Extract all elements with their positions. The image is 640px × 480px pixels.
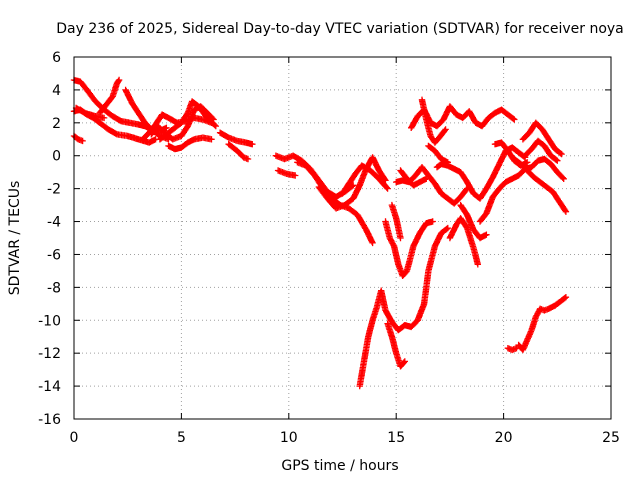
series-markers (397, 167, 430, 189)
series-arc-10 (165, 134, 215, 153)
y-tick-label: -12 (38, 346, 61, 362)
series-markers (274, 167, 299, 179)
series-arc-28 (446, 215, 481, 268)
series-arc-32 (511, 155, 570, 215)
series-markers (446, 215, 481, 268)
series-arc-33 (519, 119, 565, 158)
x-axis-label: GPS time / hours (281, 458, 398, 474)
chart-title: Day 236 of 2025, Sidereal Day-to-day VTE… (56, 21, 624, 37)
series-arc-21 (388, 201, 404, 242)
series-markers (388, 201, 404, 242)
series-arc-30 (476, 155, 567, 225)
y-tick-label: 2 (52, 116, 61, 132)
series-markers (70, 132, 86, 145)
x-tick-label: 5 (177, 430, 186, 446)
series-markers (504, 345, 520, 354)
series-arc-20 (382, 218, 436, 279)
y-tick-label: -6 (47, 247, 61, 263)
y-tick-label: 6 (52, 50, 61, 66)
series-arc-03 (72, 104, 108, 122)
series-arc-34 (521, 137, 561, 164)
x-tick-label: 10 (280, 430, 298, 446)
series-markers (339, 162, 391, 197)
series-markers (515, 294, 570, 354)
series-markers (511, 155, 570, 215)
series-arc-36 (504, 345, 520, 354)
series-markers (216, 129, 256, 148)
y-tick-label: -4 (47, 215, 61, 231)
series-arc-19 (384, 320, 408, 370)
y-tick-label: -14 (38, 379, 61, 395)
series-arc-05 (96, 76, 123, 117)
y-tick-label: -16 (38, 412, 61, 428)
series-arc-14 (274, 167, 299, 179)
series-arc-04 (70, 132, 86, 145)
series-markers (521, 137, 561, 164)
y-tick-label: -2 (47, 182, 61, 198)
series-markers (425, 142, 451, 166)
series-arc-27 (425, 142, 451, 166)
series-arc-11 (216, 129, 256, 148)
series-arc-18 (356, 224, 451, 390)
y-tick-label: 0 (52, 149, 61, 165)
series-markers (225, 141, 252, 163)
series-arc-23 (397, 167, 430, 189)
grid-lines (74, 57, 611, 419)
series-arc-12 (225, 141, 252, 163)
y-tick-label: -8 (47, 280, 61, 296)
x-tick-label: 20 (495, 430, 513, 446)
series-markers (165, 134, 215, 153)
plot-frame (73, 56, 612, 420)
series-markers (96, 76, 123, 117)
x-tick-labels: 0 5 10 15 20 25 (70, 430, 620, 446)
y-tick-labels: -16 -14 -12 -10 -8 -6 -4 -2 0 2 4 6 (38, 50, 61, 428)
series-markers (433, 144, 529, 202)
series-markers (393, 164, 471, 207)
y-axis-label: SDTVAR / TECUs (7, 181, 23, 296)
series-arc-26 (433, 144, 529, 202)
series-markers (72, 104, 108, 122)
series-arc-09 (156, 98, 219, 143)
series-arc-25 (418, 96, 449, 146)
series-markers (519, 119, 565, 158)
series-markers (418, 96, 449, 146)
series-markers (356, 224, 451, 390)
series-markers (476, 155, 567, 225)
x-tick-label: 25 (602, 430, 620, 446)
series-markers (457, 201, 490, 242)
x-tick-label: 0 (70, 430, 79, 446)
series-markers (382, 218, 436, 279)
series-arc-29 (457, 201, 490, 242)
series-markers (384, 320, 408, 370)
axis-ticks (73, 56, 612, 420)
x-tick-label: 15 (387, 430, 405, 446)
y-tick-label: -10 (38, 313, 61, 329)
series-arc-22 (393, 164, 471, 207)
data-series (70, 76, 570, 390)
y-tick-label: 4 (52, 83, 61, 99)
series-arc-35 (515, 294, 570, 354)
series-arc-17 (339, 162, 391, 197)
series-markers (156, 98, 219, 143)
